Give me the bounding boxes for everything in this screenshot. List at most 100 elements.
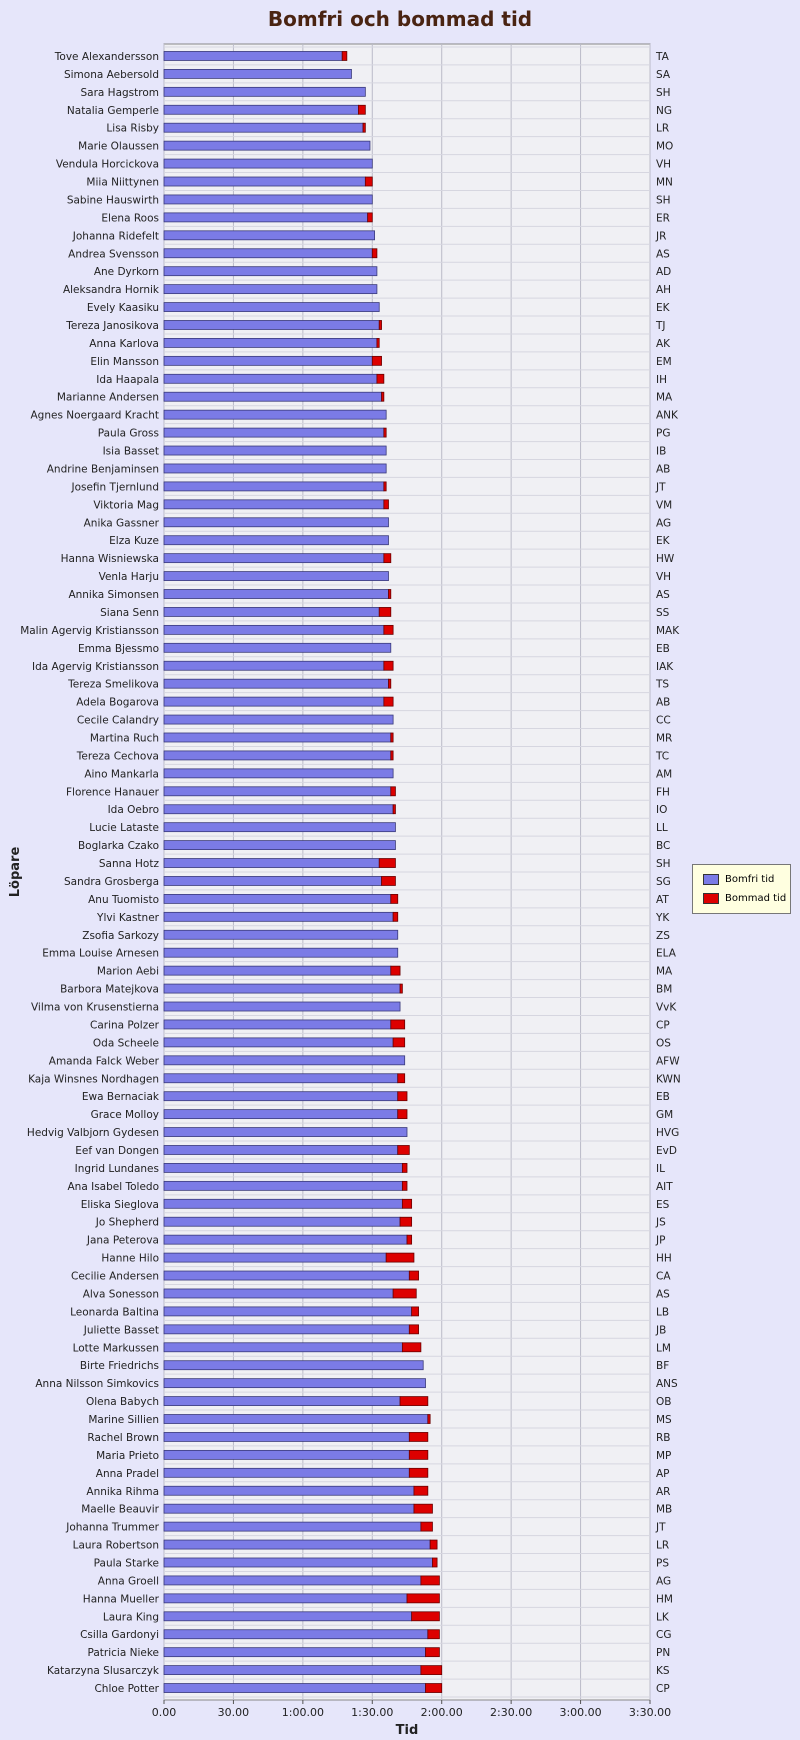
bar-bomfri [163,69,352,79]
bar-bomfri [163,1198,403,1209]
runner-label: Cecile Calandry [77,715,159,727]
runner-label: Sara Hagstrom [80,87,159,99]
runner-label: Miia Niittynen [86,177,159,189]
bar-bomfri [163,1073,399,1084]
bar-bomfri [163,1019,392,1030]
initials-label: AR [656,1486,670,1498]
bar-bomfri [163,732,392,743]
runner-label: Ewa Bernaciak [82,1091,160,1103]
initials-label: SH [656,858,671,870]
initials-label: AP [656,1468,670,1480]
runner-label: Marie Olaussen [78,141,159,153]
runner-label: Anna Nilsson Simkovics [35,1378,159,1390]
runner-label: Kaja Winsnes Nordhagen [28,1073,159,1085]
bar-bomfri [163,1180,403,1191]
runner-label: Isia Basset [103,446,159,458]
bar-bommad [401,1180,408,1191]
bar-bomfri [163,1163,403,1173]
runner-label: Ane Dyrkorn [94,266,159,278]
bar-bommad [420,1521,433,1532]
bar-bomfri [163,696,385,707]
runner-label: Tereza Smelikova [67,679,159,691]
runner-label: Zsofia Sarkozy [82,930,159,942]
bar-bommad [378,320,382,330]
initials-label: CP [656,1683,670,1695]
bar-bommad [367,212,373,223]
initials-label: LR [656,123,669,135]
initials-label: JR [655,230,666,242]
initials-label: SS [656,607,670,619]
initials-label: LM [656,1342,671,1354]
bar-bommad [432,1557,438,1568]
runner-label: Josefin Tjernlund [70,481,159,493]
initials-label: AFW [656,1055,680,1067]
runner-label: Malin Agervig Kristiansson [20,625,159,637]
bar-bomfri [163,1683,426,1693]
bar-bomfri [163,1647,426,1658]
initials-label: ELA [656,948,677,960]
bar-bommad [392,804,396,815]
initials-label: MAK [656,625,680,637]
bar-bommad [383,427,387,438]
bar-bomfri [163,266,378,277]
bar-bomfri [163,714,394,725]
bar-bomfri [163,768,394,779]
runner-label: Anna Karlova [89,338,159,350]
runner-label: Boglarka Czako [78,840,159,852]
initials-label: SH [656,87,671,99]
initials-label: CP [656,1019,670,1031]
bar-bomfri [163,983,401,994]
runner-label: Marianne Andersen [57,392,159,404]
initials-label: IAK [656,661,674,673]
bar-bomfri [163,122,364,133]
bar-bommad [376,338,380,348]
initials-label: JT [655,481,666,493]
initials-label: OS [656,1037,671,1049]
chart-title: Bomfri och bommad tid [267,7,533,31]
bar-bomfri [163,373,378,384]
initials-label: EK [656,535,671,547]
runner-label: Elza Kuze [109,535,159,547]
x-tick-label: 1:30.00 [351,1706,393,1719]
bar-bomfri [163,391,382,402]
runner-label: Rachel Brown [87,1432,159,1444]
runner-label: Annika Rihma [86,1486,159,1498]
bar-bommad [383,660,394,671]
initials-label: PN [656,1647,670,1659]
bar-bomfri [163,1360,424,1371]
runner-label: Ida Agervig Kristiansson [32,661,159,673]
bar-bomfri [163,858,380,868]
runner-label: Martina Ruch [90,732,159,744]
bar-bomfri [163,445,387,456]
initials-label: MR [656,732,672,744]
runner-label: Katarzyna Slusarczyk [47,1665,160,1677]
initials-label: MA [656,392,673,404]
runner-label: Tereza Cechova [76,750,159,762]
bar-bommad [390,1019,406,1030]
x-tick-label: 30.00 [218,1706,250,1719]
bar-bomfri [163,607,380,617]
bar-bomfri [163,929,399,940]
bar-bomfri [163,1055,406,1066]
runner-label: Andrea Svensson [68,248,159,260]
bar-bommad [413,1485,429,1496]
initials-label: SA [656,69,671,81]
runner-label: Anika Gassner [84,517,160,529]
bar-bomfri [163,1665,422,1675]
initials-label: AS [656,1288,670,1300]
initials-label: CA [656,1271,671,1283]
initials-label: AK [656,338,671,350]
bar-bomfri [163,158,373,169]
initials-label: JP [655,1235,665,1247]
bar-bomfri [163,1288,394,1299]
bar-bommad [390,786,396,797]
bar-bomfri [163,104,359,115]
bar-bommad [427,1629,440,1640]
bar-bomfri [163,51,343,61]
bar-bomfri [163,571,389,581]
bar-bomfri [163,750,392,761]
bar-bomfri [163,1611,413,1622]
initials-label: TA [655,51,670,63]
runner-label: Aleksandra Hornik [63,284,160,296]
bar-bommad [371,248,378,259]
